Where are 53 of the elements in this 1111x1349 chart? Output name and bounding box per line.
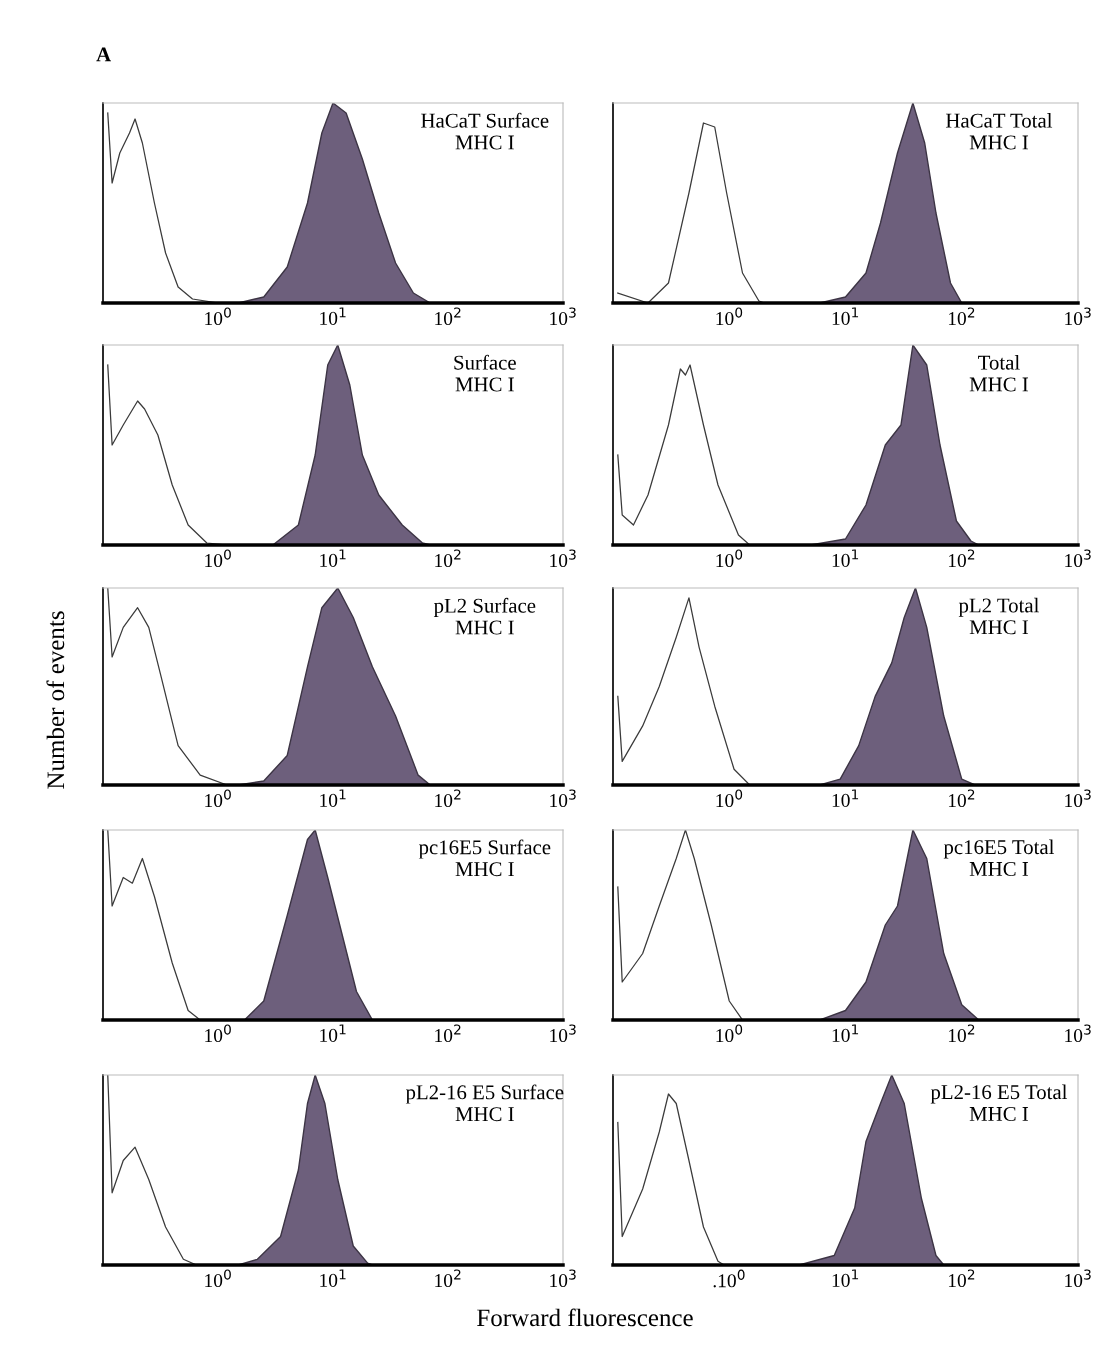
x-tick-label: 10$^{0}$ — [205, 789, 231, 808]
x-tick-label: 10$^{1}$ — [320, 1024, 346, 1042]
x-tick-label: 10$^{1}$ — [320, 307, 346, 325]
x-tick-label: 10$^{1}$ — [832, 549, 859, 567]
x-tick-label: 10$^{3}$ — [550, 549, 576, 568]
x-tick-label: 10$^{3}$ — [1065, 789, 1091, 808]
x-tick-label: 10$^{3}$ — [1065, 549, 1091, 568]
x-tick-label: 10$^{3}$ — [550, 789, 576, 808]
x-tick-label: 10$^{1}$ — [320, 549, 346, 567]
x-tick-label: 10$^{3}$ — [1065, 1269, 1091, 1288]
x-tick-label: 10$^{1}$ — [832, 307, 859, 325]
x-tick-label: 10$^{0}$ — [205, 1269, 231, 1288]
annotation: pL2 Surface MHC I — [433, 597, 536, 635]
x-tick-label: .10$^{0}$ — [713, 1269, 745, 1288]
x-tick-label: 10$^{2}$ — [435, 1024, 461, 1043]
x-axis-title: Forward fluorescence — [477, 1308, 693, 1327]
annotation: pc16E5 Surface MHC I — [418, 839, 551, 877]
x-tick-label: 10$^{0}$ — [205, 307, 231, 326]
annotation: pL2 Total MHC I — [958, 597, 1039, 635]
x-tick-label: 10$^{3}$ — [550, 1024, 576, 1043]
annotation: pL2-16 E5 Surface MHC I — [405, 1084, 564, 1122]
x-tick-label: 10$^{0}$ — [716, 789, 743, 808]
x-tick-label: 10$^{0}$ — [205, 1024, 231, 1043]
x-tick-label: 10$^{2}$ — [435, 789, 461, 808]
x-tick-label: 10$^{3}$ — [1065, 1024, 1091, 1043]
x-tick-label: 10$^{2}$ — [948, 307, 975, 326]
x-tick-label: 10$^{2}$ — [948, 1269, 975, 1288]
x-tick-label: 10$^{1}$ — [320, 1269, 346, 1287]
x-tick-label: 10$^{0}$ — [716, 1024, 743, 1043]
annotation: pc16E5 Total MHC I — [943, 839, 1055, 876]
chart-title: A — [96, 47, 111, 62]
x-tick-label: 10$^{2}$ — [948, 789, 975, 808]
x-tick-label: 10$^{0}$ — [716, 307, 743, 326]
x-tick-label: 10$^{3}$ — [1065, 307, 1091, 326]
x-tick-label: 10$^{2}$ — [435, 1269, 461, 1288]
x-tick-label: 10$^{1}$ — [832, 789, 859, 807]
annotation: Total MHC I — [969, 355, 1029, 392]
x-tick-label: 10$^{0}$ — [205, 549, 231, 568]
x-tick-label: 10$^{1}$ — [832, 1269, 859, 1287]
x-tick-label: 10$^{1}$ — [832, 1024, 859, 1042]
annotation: pL2-16 E5 Total MHC I — [930, 1084, 1068, 1121]
annotation: HaCaT Total MHC I — [945, 113, 1053, 150]
x-tick-label: 10$^{3}$ — [550, 307, 576, 326]
x-tick-label: 10$^{3}$ — [550, 1269, 576, 1288]
annotation: Surface MHC I — [454, 354, 516, 392]
x-tick-label: 10$^{1}$ — [320, 789, 346, 807]
y-axis-title: Number of events — [46, 611, 65, 789]
x-tick-label: 10$^{2}$ — [435, 307, 461, 326]
x-tick-label: 10$^{2}$ — [948, 1024, 975, 1043]
annotation: HaCaT Surface MHC I — [421, 112, 549, 150]
x-tick-label: 10$^{0}$ — [716, 549, 743, 568]
x-tick-label: 10$^{2}$ — [435, 549, 461, 568]
x-tick-label: 10$^{2}$ — [948, 549, 975, 568]
